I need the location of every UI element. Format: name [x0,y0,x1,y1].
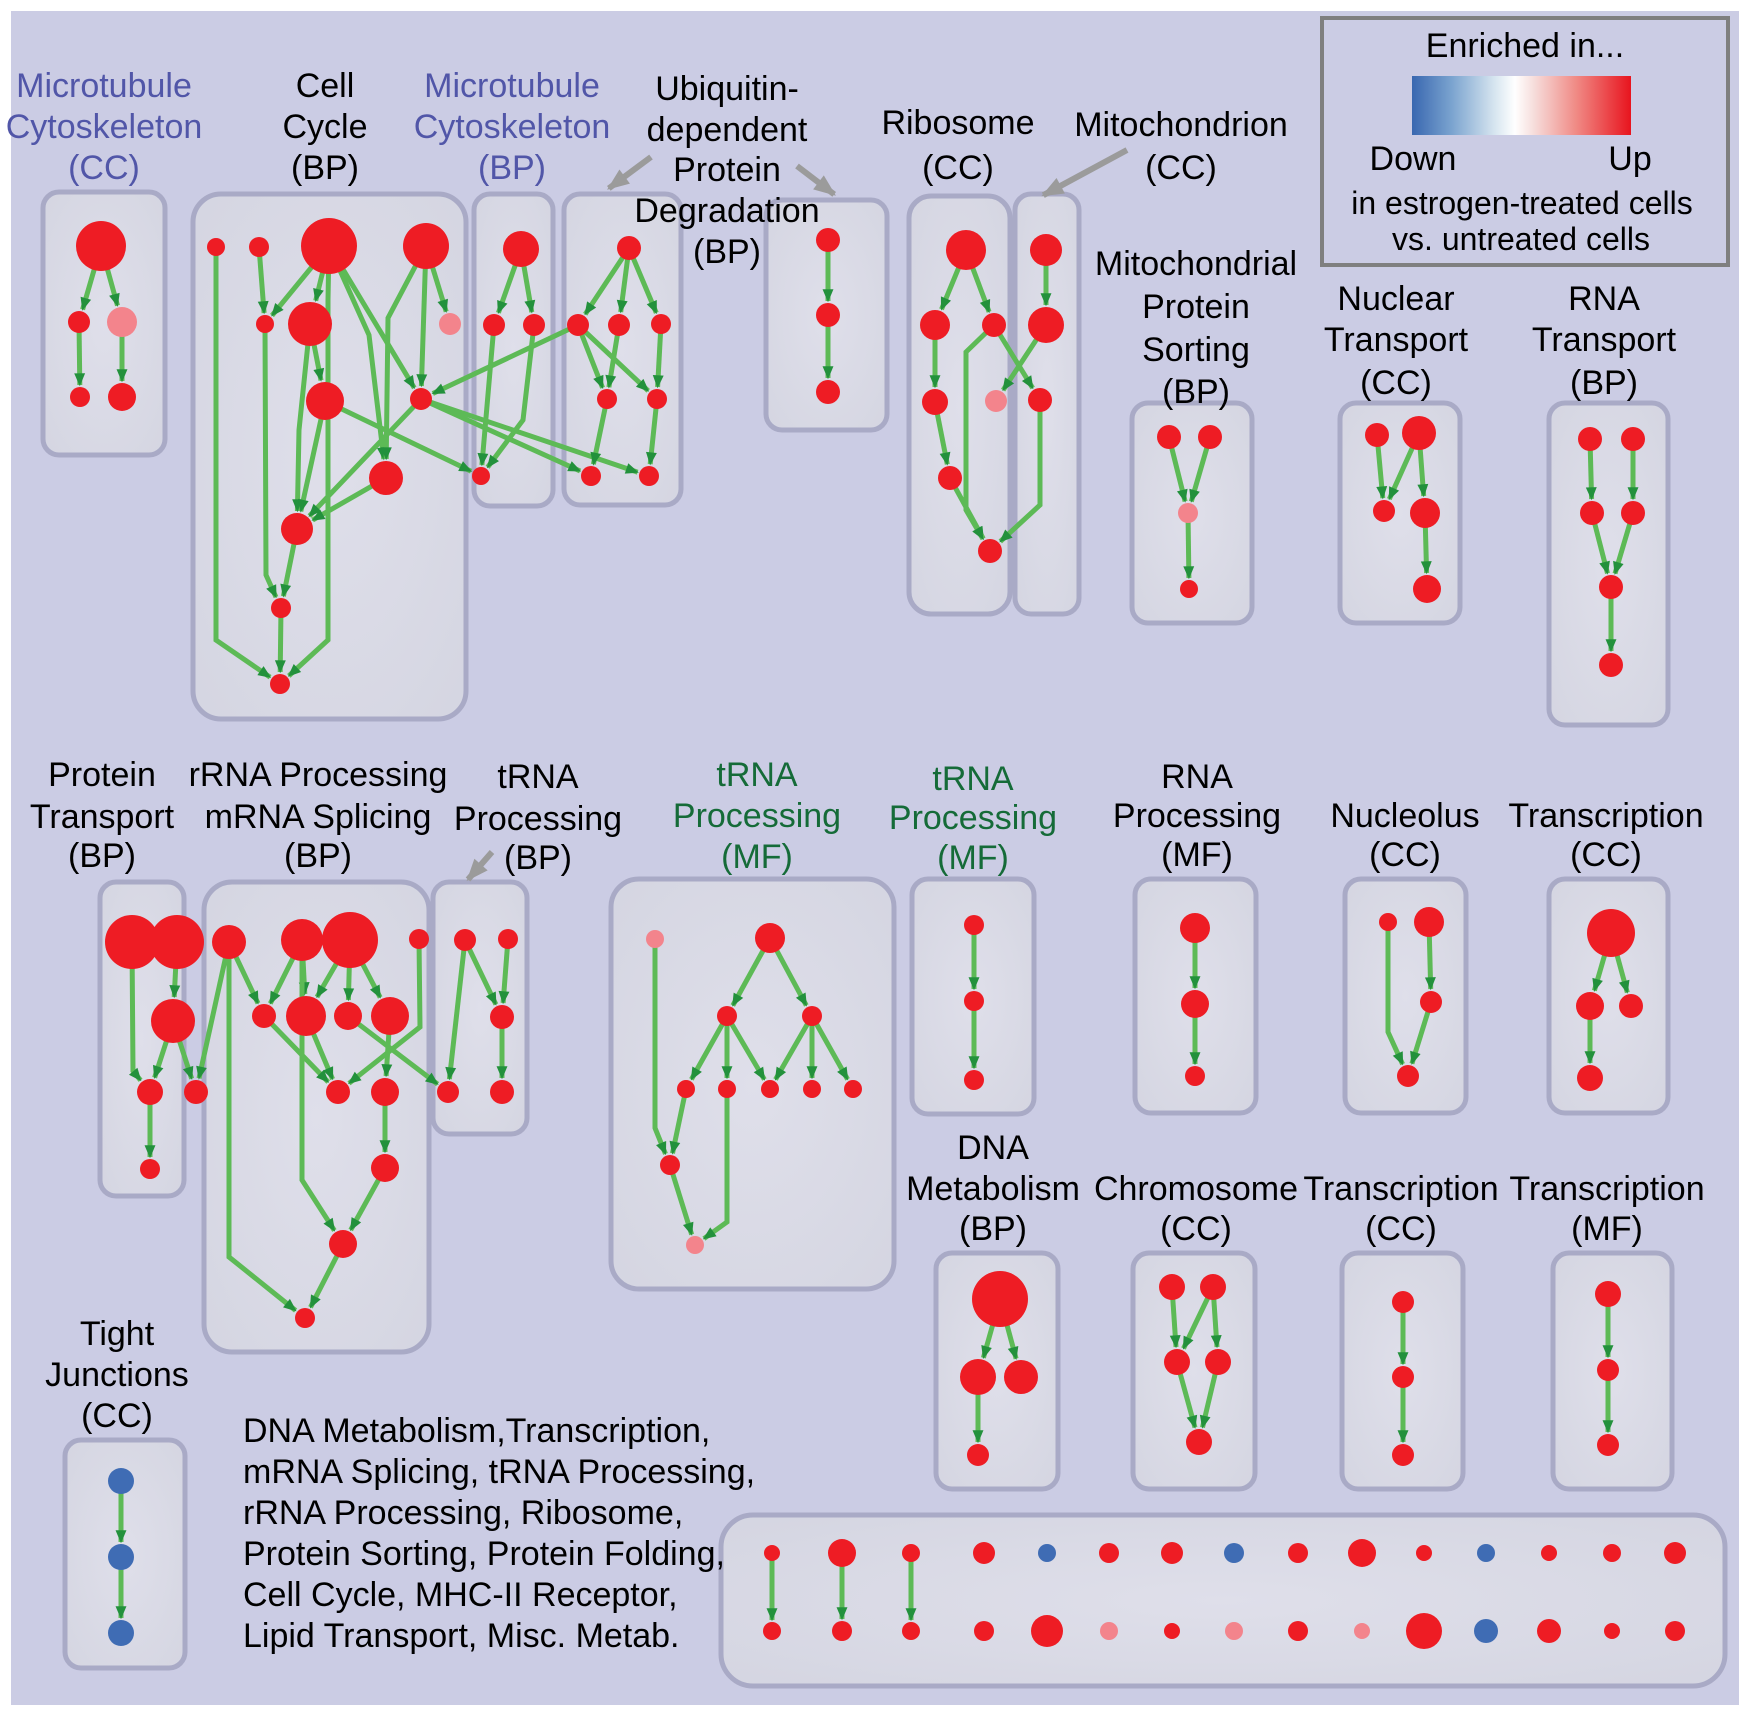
svg-text:Chromosome: Chromosome [1094,1170,1298,1208]
svg-text:Cycle: Cycle [282,108,367,146]
svg-text:Protein Sorting, Protein Foldi: Protein Sorting, Protein Folding, [243,1535,725,1573]
svg-text:(CC): (CC) [922,149,994,187]
svg-text:(MF): (MF) [937,839,1009,877]
svg-text:mRNA Splicing, tRNA Processing: mRNA Splicing, tRNA Processing, [243,1453,755,1491]
svg-text:Protein: Protein [48,756,156,794]
svg-text:(CC): (CC) [1570,836,1642,874]
svg-text:Ubiquitin-: Ubiquitin- [655,70,799,108]
svg-text:Transport: Transport [30,798,175,836]
svg-text:Mitochondrial: Mitochondrial [1095,245,1297,283]
svg-text:Cytoskeleton: Cytoskeleton [6,108,203,146]
svg-text:(CC): (CC) [1360,364,1432,402]
svg-text:(BP): (BP) [693,233,761,271]
svg-text:(CC): (CC) [1145,149,1217,187]
svg-text:(BP): (BP) [504,839,572,877]
svg-text:Cell: Cell [296,67,355,105]
svg-text:Mitochondrion: Mitochondrion [1074,106,1288,144]
svg-text:Metabolism: Metabolism [906,1170,1080,1208]
svg-text:Microtubule: Microtubule [424,67,600,105]
svg-text:(CC): (CC) [68,149,140,187]
svg-text:Processing: Processing [673,797,841,835]
svg-text:DNA Metabolism,Transcription,: DNA Metabolism,Transcription, [243,1412,710,1450]
svg-text:Tight: Tight [80,1315,155,1353]
svg-text:DNA: DNA [957,1129,1029,1167]
svg-text:Transport: Transport [1532,321,1677,359]
svg-text:(BP): (BP) [1162,373,1230,411]
svg-text:Transcription: Transcription [1509,1170,1704,1208]
svg-text:(CC): (CC) [81,1397,153,1435]
svg-text:(MF): (MF) [721,838,793,876]
svg-text:RNA: RNA [1161,758,1233,796]
svg-text:Junctions: Junctions [45,1356,189,1394]
svg-text:Transport: Transport [1324,321,1469,359]
svg-text:Enriched in...: Enriched in... [1426,27,1624,65]
svg-text:Degradation: Degradation [634,192,819,230]
svg-text:(BP): (BP) [478,149,546,187]
svg-text:Ribosome: Ribosome [881,104,1034,142]
svg-text:(BP): (BP) [1570,364,1638,402]
svg-text:Lipid Transport, Misc. Metab.: Lipid Transport, Misc. Metab. [243,1617,680,1655]
svg-text:Processing: Processing [889,799,1057,837]
svg-text:Sorting: Sorting [1142,331,1250,369]
svg-text:(BP): (BP) [284,837,352,875]
svg-text:Microtubule: Microtubule [16,67,192,105]
svg-text:Processing: Processing [454,800,622,838]
svg-text:rRNA Processing, Ribosome,: rRNA Processing, Ribosome, [243,1494,683,1532]
svg-text:Cell Cycle, MHC-II Receptor,: Cell Cycle, MHC-II Receptor, [243,1576,678,1614]
svg-text:dependent: dependent [647,111,808,149]
svg-text:mRNA Splicing: mRNA Splicing [205,798,432,836]
svg-text:(BP): (BP) [68,837,136,875]
svg-text:(MF): (MF) [1571,1210,1643,1248]
svg-text:(BP): (BP) [959,1210,1027,1248]
svg-text:(CC): (CC) [1160,1210,1232,1248]
svg-text:tRNA: tRNA [716,756,798,794]
svg-text:Processing: Processing [1113,797,1281,835]
svg-text:Transcription: Transcription [1303,1170,1498,1208]
svg-text:tRNA: tRNA [932,760,1014,798]
svg-text:(BP): (BP) [291,149,359,187]
svg-text:(CC): (CC) [1365,1210,1437,1248]
svg-text:Protein: Protein [1142,288,1250,326]
svg-text:Down: Down [1370,140,1457,178]
svg-text:tRNA: tRNA [497,758,579,796]
svg-text:RNA: RNA [1568,280,1640,318]
svg-text:vs. untreated cells: vs. untreated cells [1392,221,1650,257]
svg-text:Nuclear: Nuclear [1337,280,1454,318]
svg-text:rRNA Processing: rRNA Processing [189,756,448,794]
svg-text:Cytoskeleton: Cytoskeleton [414,108,611,146]
svg-text:Protein: Protein [673,151,781,189]
svg-text:Nucleolus: Nucleolus [1330,797,1479,835]
svg-text:(MF): (MF) [1161,836,1233,874]
svg-text:Up: Up [1608,140,1651,178]
svg-text:in estrogen-treated cells: in estrogen-treated cells [1351,185,1693,221]
svg-text:Transcription: Transcription [1508,797,1703,835]
svg-text:(CC): (CC) [1369,836,1441,874]
